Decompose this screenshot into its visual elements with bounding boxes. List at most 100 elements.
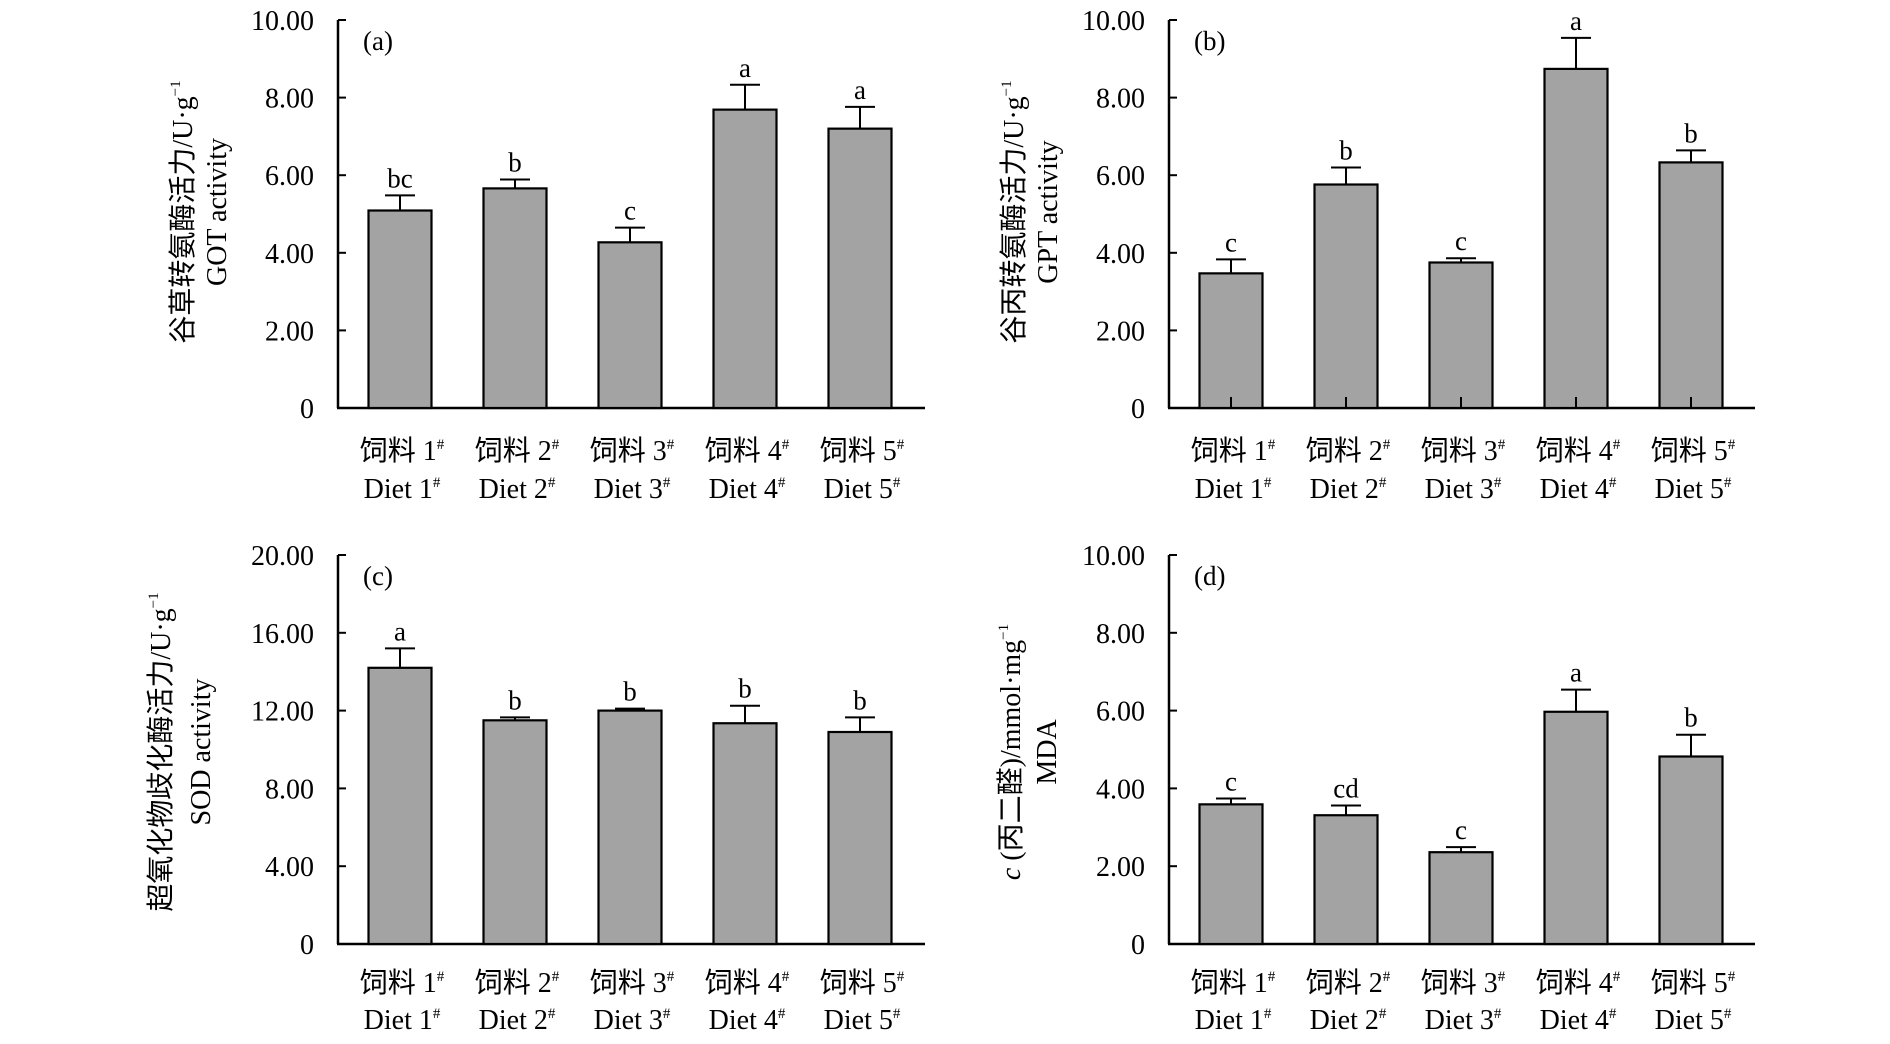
x-tick-label-english: Diet 4#	[1540, 474, 1617, 505]
x-tick-label-english: Diet 5#	[824, 474, 901, 505]
x-tick-label-english: Diet 5#	[1655, 474, 1732, 505]
significance-label: b	[1684, 118, 1698, 148]
x-tick-label-superscript: #	[1498, 437, 1506, 453]
bar	[1198, 272, 1264, 410]
x-tick-label-english: Diet 4#	[709, 474, 786, 505]
y-tick-label: 20.00	[251, 541, 314, 572]
y-axis-label: c (丙二醛)/mmol·mg−1	[995, 624, 1027, 880]
x-tick-label-superscript: #	[1264, 1006, 1272, 1022]
x-tick-label-superscript: #	[437, 437, 445, 453]
significance-label: c	[1455, 815, 1467, 845]
y-tick-label: 6.00	[1096, 697, 1145, 728]
x-tick-label-english: Diet 2#	[1310, 474, 1387, 505]
x-tick-label-superscript: #	[663, 475, 671, 491]
y-tick-label: 6.00	[1096, 161, 1145, 192]
x-tick-label: 饲料 3#	[590, 967, 675, 999]
x-tick-label-english: Diet 4#	[1540, 1005, 1617, 1036]
x-tick-label-english: Diet 3#	[1425, 1005, 1502, 1036]
x-tick-label: 饲料 5#	[820, 435, 905, 467]
y-axis-label: 谷丙转氨酶活力/U·g−1	[998, 80, 1030, 343]
y-tick-label: 0	[1131, 394, 1145, 425]
bar	[482, 187, 548, 410]
x-tick-label-superscript: #	[548, 475, 556, 491]
x-tick-label: 饲料 5#	[820, 967, 905, 999]
x-tick-label: 饲料 1#	[360, 435, 445, 467]
y-axis-label-superscript: −1	[996, 624, 1012, 640]
y-axis-label: 谷草转氨酶活力/U·g−1	[167, 80, 199, 343]
panel-label: (d)	[1194, 561, 1225, 591]
significance-label: a	[394, 616, 406, 646]
y-axis-label-superscript: −1	[999, 80, 1015, 96]
y-tick-label: 0	[300, 930, 314, 961]
x-tick-label-superscript: #	[663, 1006, 671, 1022]
panel-label: (b)	[1194, 26, 1225, 56]
x-tick-label-superscript: #	[433, 1006, 441, 1022]
x-tick-label-english: Diet 3#	[594, 474, 671, 505]
x-tick-label: 饲料 4#	[705, 967, 790, 999]
x-tick-label: 饲料 1#	[1191, 435, 1276, 467]
x-tick-label: 饲料 4#	[705, 435, 790, 467]
x-tick-label-english: Diet 2#	[479, 474, 556, 505]
significance-label: b	[853, 685, 867, 715]
bar	[482, 719, 548, 946]
significance-label: a	[1570, 658, 1582, 688]
x-tick-label-superscript: #	[667, 437, 675, 453]
y-tick-label: 10.00	[251, 6, 314, 37]
x-tick-label: 饲料 2#	[1306, 967, 1391, 999]
x-tick-label-superscript: #	[552, 437, 560, 453]
significance-label: c	[624, 196, 636, 226]
significance-label: c	[1225, 767, 1237, 797]
significance-label: b	[508, 685, 522, 715]
x-tick-label: 饲料 3#	[1421, 967, 1506, 999]
x-tick-label: 饲料 2#	[1306, 435, 1391, 467]
x-tick-label-english: Diet 1#	[364, 474, 441, 505]
y-tick-label: 8.00	[265, 84, 314, 115]
y-axis-label-english: GPT activity	[1033, 140, 1064, 283]
y-tick-label: 4.00	[1096, 239, 1145, 270]
x-tick-label-superscript: #	[1383, 437, 1391, 453]
bar	[1428, 261, 1494, 410]
significance-label: c	[1225, 227, 1237, 257]
y-axis-label-english: GOT activity	[202, 138, 233, 286]
bar	[1658, 161, 1724, 410]
x-tick-label-english: Diet 1#	[1195, 1005, 1272, 1036]
x-tick-label-superscript: #	[1379, 1006, 1387, 1022]
panel-label: (c)	[363, 561, 393, 591]
bar	[827, 730, 893, 946]
y-tick-label: 8.00	[1096, 84, 1145, 115]
x-tick-label: 饲料 3#	[590, 435, 675, 467]
significance-label: a	[739, 53, 751, 83]
y-tick-label: 2.00	[1096, 316, 1145, 347]
x-tick-label-english: Diet 2#	[1310, 1005, 1387, 1036]
x-tick-label-superscript: #	[1724, 475, 1732, 491]
panel-label: (a)	[363, 26, 393, 56]
bar	[1658, 755, 1724, 946]
x-tick-label-superscript: #	[1264, 475, 1272, 491]
x-tick-label-superscript: #	[1494, 475, 1502, 491]
y-tick-label: 8.00	[265, 774, 314, 805]
x-tick-label: 饲料 4#	[1536, 435, 1621, 467]
x-tick-label-superscript: #	[1498, 969, 1506, 985]
y-tick-label: 12.00	[251, 697, 314, 728]
y-axis-label: 超氧化物歧化酶活力/U·g−1	[145, 592, 177, 911]
y-tick-label: 10.00	[1082, 541, 1145, 572]
x-tick-label-english: Diet 2#	[479, 1005, 556, 1036]
x-tick-label: 饲料 3#	[1421, 435, 1506, 467]
significance-label: cd	[1333, 774, 1359, 804]
x-tick-label-superscript: #	[778, 475, 786, 491]
significance-label: b	[508, 147, 522, 177]
y-tick-label: 4.00	[265, 239, 314, 270]
bar	[1428, 851, 1494, 946]
x-tick-label-superscript: #	[897, 969, 905, 985]
y-tick-label: 2.00	[1096, 852, 1145, 883]
x-tick-label: 饲料 5#	[1651, 435, 1736, 467]
x-tick-label-superscript: #	[1494, 1006, 1502, 1022]
x-tick-label-superscript: #	[778, 1006, 786, 1022]
x-tick-label-superscript: #	[1609, 475, 1617, 491]
bar	[1313, 183, 1379, 410]
x-tick-label: 饲料 1#	[360, 967, 445, 999]
x-tick-label-superscript: #	[1379, 475, 1387, 491]
y-axis-label-superscript: −1	[146, 592, 162, 608]
x-tick-label-superscript: #	[1268, 969, 1276, 985]
